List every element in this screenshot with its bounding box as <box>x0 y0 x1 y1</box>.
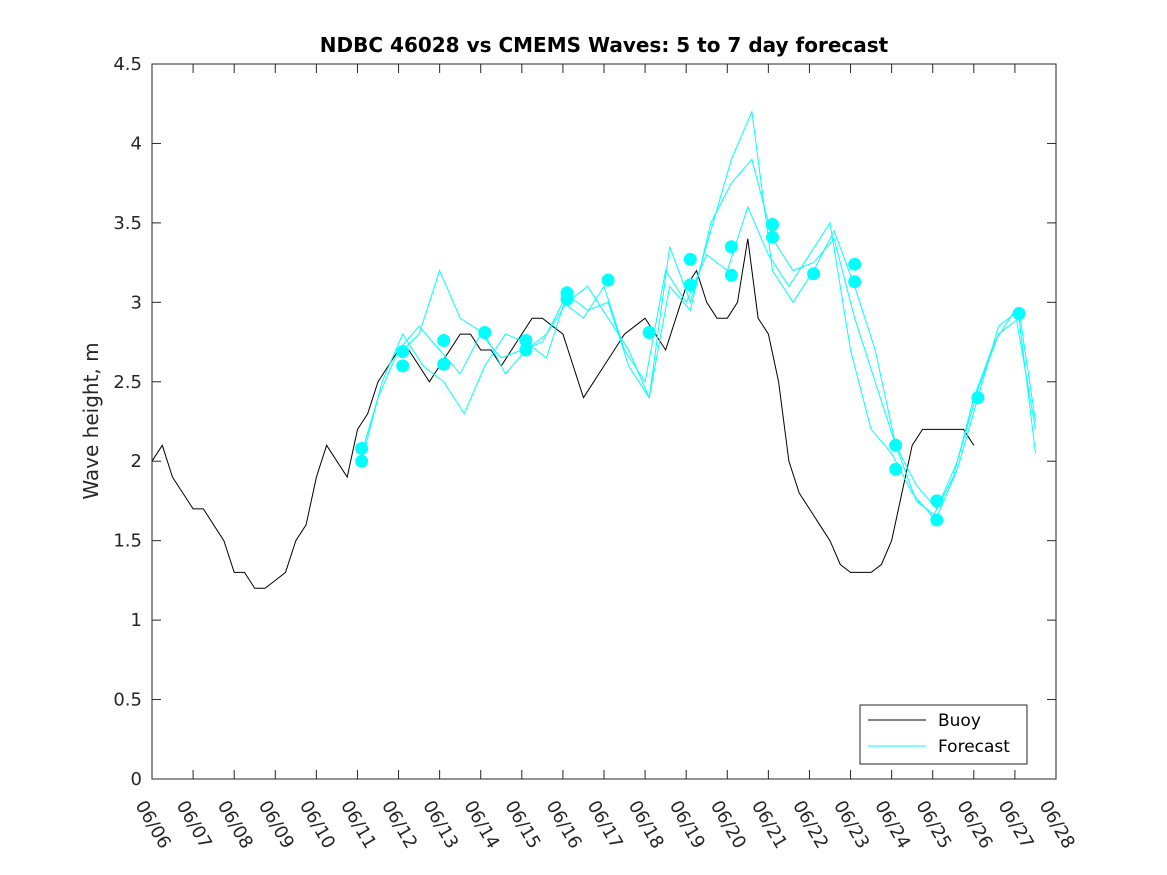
forecast-marker <box>971 391 985 405</box>
x-tick-label: 06/17 <box>583 797 627 852</box>
forecast-marker <box>930 513 944 527</box>
legend: Buoy Forecast <box>859 704 1028 765</box>
forecast-marker <box>437 357 451 371</box>
x-tick-label: 06/19 <box>665 797 709 852</box>
forecast-marker <box>396 359 410 373</box>
y-tick-label: 3 <box>131 292 142 313</box>
x-tick-label: 06/28 <box>1035 797 1079 852</box>
forecast-marker <box>930 494 944 508</box>
forecast-marker <box>807 267 821 281</box>
buoy-series-line-0 <box>151 238 975 589</box>
forecast-marker <box>1012 307 1026 320</box>
x-tick-label: 06/12 <box>377 797 421 852</box>
forecast-marker <box>355 454 369 468</box>
x-tick-label: 06/25 <box>911 797 955 852</box>
y-tick-label: 1.5 <box>113 531 142 552</box>
y-tick-label: 0 <box>131 769 142 790</box>
forecast-series-line-1 <box>361 205 1036 518</box>
forecast-marker <box>848 257 862 271</box>
forecast-marker <box>478 326 492 339</box>
legend-box <box>859 704 1028 765</box>
x-tick-label: 06/10 <box>295 797 339 852</box>
y-axis: 0 0.5 1 1.5 2 2.5 3 3.5 4 4.5 <box>113 54 1056 790</box>
y-tick-label: 1 <box>131 610 142 631</box>
forecast-marker <box>724 268 738 282</box>
forecast-marker <box>889 438 903 452</box>
legend-label-buoy: Buoy <box>938 711 981 731</box>
x-tick-label: 06/15 <box>500 797 544 852</box>
forecast-marker <box>519 343 533 357</box>
axes-frame <box>151 63 1057 780</box>
y-tick-label: 0.5 <box>113 690 142 711</box>
forecast-marker <box>601 273 615 287</box>
forecast-marker <box>683 252 697 266</box>
x-tick-label: 06/20 <box>706 797 750 852</box>
forecast-marker <box>889 462 903 476</box>
x-tick-label: 06/23 <box>829 797 873 852</box>
forecast-marker <box>560 286 574 300</box>
forecast-marker <box>766 218 779 231</box>
x-tick-label: 06/21 <box>747 797 791 852</box>
forecast-marker <box>519 334 533 347</box>
forecast-marker <box>724 240 738 254</box>
x-tick-label: 06/06 <box>131 797 175 852</box>
forecast-marker <box>437 334 451 347</box>
x-tick-label: 06/26 <box>952 797 996 852</box>
forecast-marker <box>396 345 410 359</box>
forecast-marker <box>683 278 697 292</box>
x-tick-label: 06/11 <box>336 797 380 852</box>
plot-border <box>151 63 1057 780</box>
x-tick-label: 06/22 <box>788 797 832 852</box>
x-tick-label: 06/09 <box>254 797 298 852</box>
forecast-marker <box>355 442 369 455</box>
plot-area <box>151 109 1036 589</box>
y-tick-label: 4.5 <box>113 54 142 75</box>
y-tick-label: 4 <box>131 133 142 154</box>
y-tick-label: 3.5 <box>113 213 142 234</box>
x-tick-label: 06/08 <box>213 797 257 852</box>
y-tick-label: 2.5 <box>113 372 142 393</box>
x-tick-label: 06/14 <box>459 797 503 852</box>
x-tick-label: 06/16 <box>542 797 586 852</box>
x-tick-label: 06/13 <box>418 797 462 852</box>
forecast-marker <box>848 275 862 289</box>
x-tick-label: 06/24 <box>870 797 914 852</box>
x-tick-label: 06/18 <box>624 797 668 852</box>
chart-title: NDBC 46028 vs CMEMS Waves: 5 to 7 day fo… <box>320 33 889 57</box>
forecast-series-line-3 <box>402 109 1036 518</box>
y-axis-label: Wave height, m <box>79 342 103 499</box>
x-tick-label: 06/07 <box>172 797 216 852</box>
y-tick-label: 2 <box>131 451 142 472</box>
x-tick-label: 06/27 <box>994 797 1038 852</box>
forecast-marker <box>766 230 779 244</box>
forecast-marker <box>642 326 656 339</box>
legend-label-forecast: Forecast <box>938 737 1010 757</box>
